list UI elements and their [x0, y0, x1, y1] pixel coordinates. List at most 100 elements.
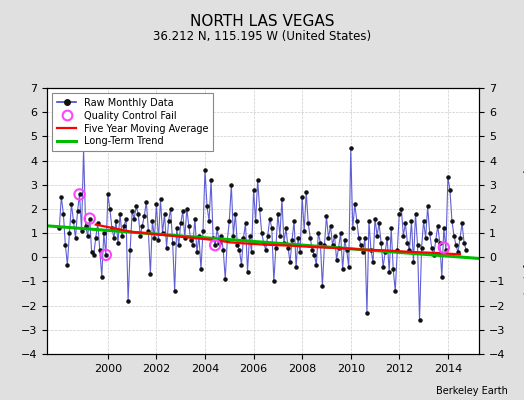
Point — [387, 225, 396, 232]
Point — [304, 220, 312, 227]
Point — [343, 247, 351, 253]
Point — [383, 235, 391, 241]
Point — [292, 264, 300, 270]
Point — [334, 244, 343, 251]
Point — [261, 247, 270, 253]
Point — [97, 274, 106, 280]
Point — [306, 235, 314, 241]
Point — [369, 259, 377, 265]
Point — [140, 213, 148, 219]
Point — [85, 215, 94, 222]
Point — [124, 298, 132, 304]
Point — [274, 210, 282, 217]
Point — [116, 210, 124, 217]
Point — [416, 317, 424, 323]
Point — [146, 271, 155, 278]
Point — [63, 261, 72, 268]
Point — [85, 215, 94, 222]
Point — [294, 235, 302, 241]
Point — [66, 230, 74, 236]
Point — [348, 225, 357, 232]
Point — [310, 252, 319, 258]
Point — [132, 203, 140, 210]
Point — [423, 203, 432, 210]
Point — [401, 220, 410, 227]
Point — [148, 218, 157, 224]
Point — [329, 242, 337, 248]
Point — [75, 191, 84, 198]
Point — [172, 225, 181, 232]
Point — [407, 218, 416, 224]
Point — [284, 244, 292, 251]
Point — [440, 225, 448, 232]
Point — [80, 145, 88, 152]
Point — [357, 242, 365, 248]
Point — [454, 249, 462, 256]
Point — [300, 228, 309, 234]
Point — [312, 261, 321, 268]
Point — [371, 215, 379, 222]
Point — [90, 252, 98, 258]
Point — [395, 210, 403, 217]
Point — [257, 230, 266, 236]
Point — [379, 264, 387, 270]
Point — [361, 235, 369, 241]
Point — [435, 240, 444, 246]
Point — [375, 220, 383, 227]
Point — [193, 249, 201, 256]
Point — [136, 232, 145, 239]
Point — [276, 232, 284, 239]
Point — [270, 278, 278, 285]
Point — [391, 288, 399, 294]
Point — [345, 264, 353, 270]
Point — [245, 232, 254, 239]
Point — [168, 240, 177, 246]
Point — [75, 191, 84, 198]
Point — [399, 232, 408, 239]
Point — [108, 225, 116, 232]
Point — [61, 242, 70, 248]
Point — [223, 237, 232, 244]
Point — [142, 198, 150, 205]
Point — [92, 235, 100, 241]
Point — [128, 208, 136, 214]
Point — [207, 177, 215, 183]
Point — [195, 232, 203, 239]
Point — [341, 237, 349, 244]
Point — [288, 237, 296, 244]
Point — [94, 220, 102, 227]
Point — [442, 247, 450, 253]
Point — [177, 220, 185, 227]
Point — [67, 201, 75, 207]
Point — [278, 196, 286, 202]
Point — [318, 283, 326, 290]
Point — [189, 242, 197, 248]
Point — [203, 203, 211, 210]
Point — [209, 235, 217, 241]
Point — [215, 240, 223, 246]
Point — [433, 223, 442, 229]
Point — [69, 218, 78, 224]
Point — [152, 201, 161, 207]
Point — [296, 249, 304, 256]
Point — [314, 230, 323, 236]
Point — [438, 274, 446, 280]
Point — [211, 242, 220, 248]
Point — [446, 186, 454, 193]
Point — [95, 247, 104, 253]
Text: NORTH LAS VEGAS: NORTH LAS VEGAS — [190, 14, 334, 29]
Point — [419, 218, 428, 224]
Point — [324, 235, 333, 241]
Point — [110, 235, 118, 241]
Point — [162, 244, 171, 251]
Point — [154, 237, 162, 244]
Text: Berkeley Earth: Berkeley Earth — [436, 386, 508, 396]
Point — [428, 244, 436, 251]
Point — [247, 249, 256, 256]
Point — [393, 247, 401, 253]
Point — [425, 230, 434, 236]
Point — [377, 240, 385, 246]
Point — [286, 259, 294, 265]
Point — [351, 201, 359, 207]
Point — [138, 223, 147, 229]
